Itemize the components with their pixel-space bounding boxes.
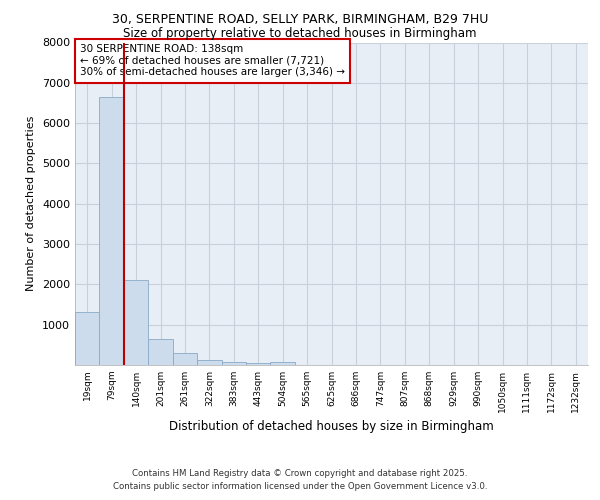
Bar <box>246 363 271 365</box>
Text: Size of property relative to detached houses in Birmingham: Size of property relative to detached ho… <box>123 28 477 40</box>
Y-axis label: Number of detached properties: Number of detached properties <box>26 116 37 292</box>
Text: Contains public sector information licensed under the Open Government Licence v3: Contains public sector information licen… <box>113 482 487 491</box>
Bar <box>197 360 221 365</box>
Bar <box>271 362 295 365</box>
Text: Contains HM Land Registry data © Crown copyright and database right 2025.: Contains HM Land Registry data © Crown c… <box>132 468 468 477</box>
Bar <box>221 362 246 365</box>
Bar <box>100 97 124 365</box>
Text: 30, SERPENTINE ROAD, SELLY PARK, BIRMINGHAM, B29 7HU: 30, SERPENTINE ROAD, SELLY PARK, BIRMING… <box>112 12 488 26</box>
Bar <box>173 352 197 365</box>
Bar <box>148 339 173 365</box>
Bar <box>75 312 100 365</box>
X-axis label: Distribution of detached houses by size in Birmingham: Distribution of detached houses by size … <box>169 420 494 434</box>
Text: 30 SERPENTINE ROAD: 138sqm
← 69% of detached houses are smaller (7,721)
30% of s: 30 SERPENTINE ROAD: 138sqm ← 69% of deta… <box>80 44 345 78</box>
Bar <box>124 280 148 365</box>
